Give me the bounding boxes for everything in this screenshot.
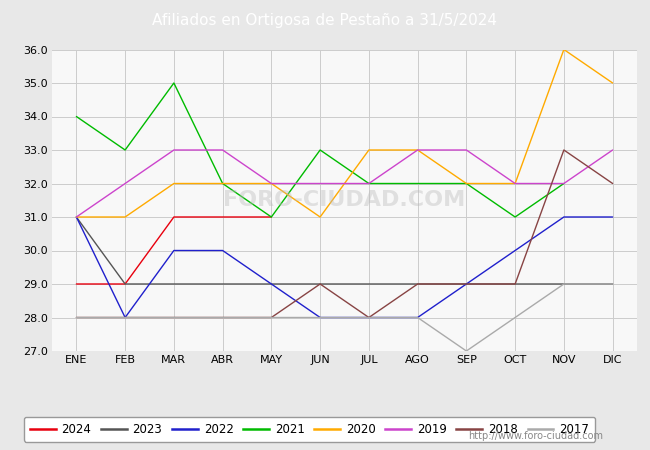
Legend: 2024, 2023, 2022, 2021, 2020, 2019, 2018, 2017: 2024, 2023, 2022, 2021, 2020, 2019, 2018… xyxy=(23,417,595,441)
Text: Afiliados en Ortigosa de Pestaño a 31/5/2024: Afiliados en Ortigosa de Pestaño a 31/5/… xyxy=(153,13,497,28)
Text: FORO-CIUDAD.COM: FORO-CIUDAD.COM xyxy=(224,190,465,210)
Text: http://www.foro-ciudad.com: http://www.foro-ciudad.com xyxy=(468,431,603,441)
